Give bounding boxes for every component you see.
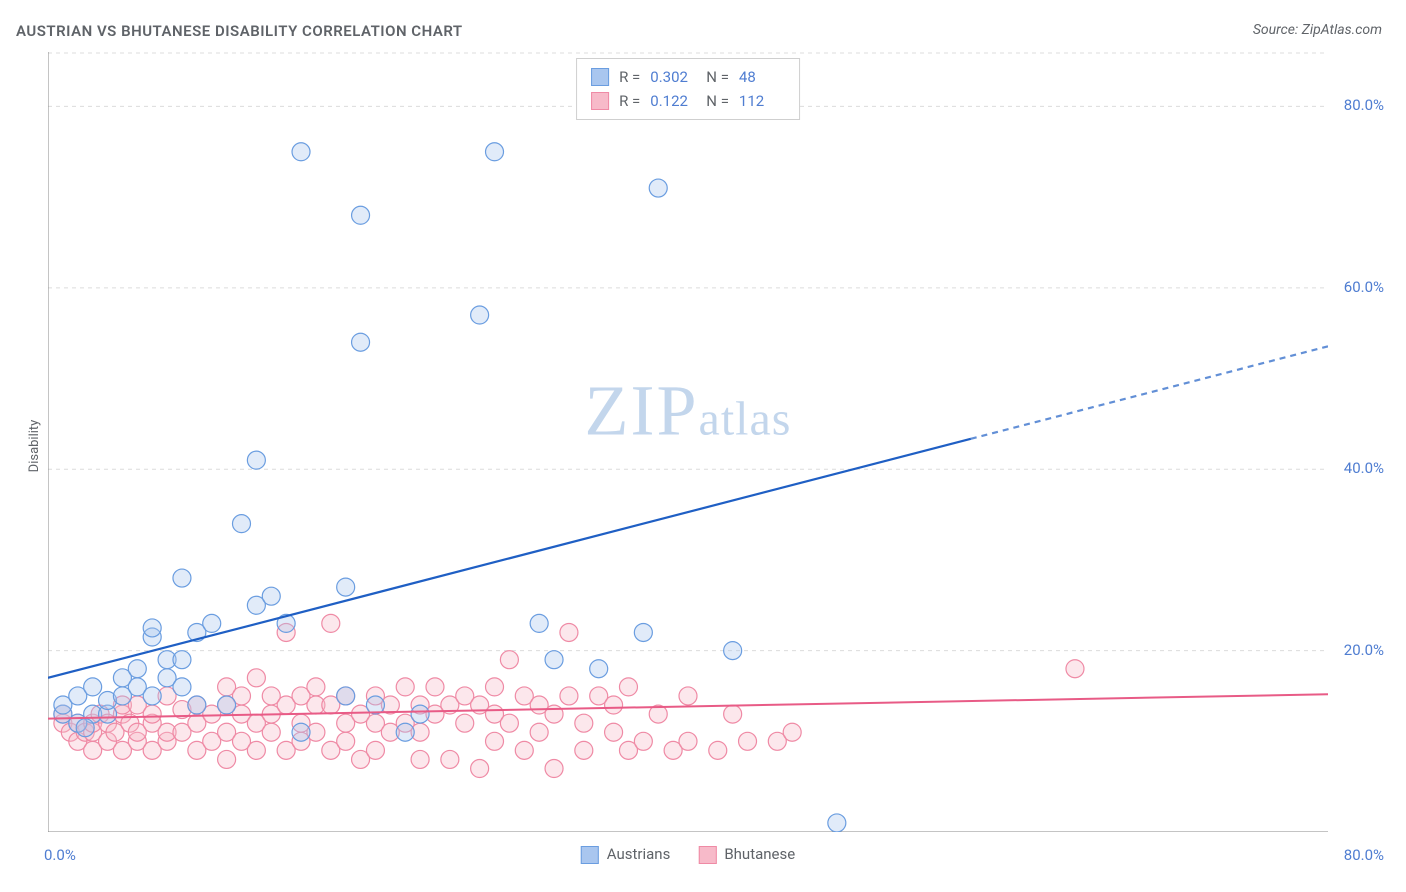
legend-series-swatch-0: [581, 846, 599, 864]
legend-r-value-1: 0.122: [650, 89, 696, 113]
legend-r-label-1: R =: [619, 89, 640, 113]
source-label: Source: ZipAtlas.com: [1253, 22, 1382, 38]
y-tick-label: 80.0%: [1332, 96, 1384, 114]
legend-series-label-1: Bhutanese: [724, 845, 795, 863]
x-tick-label-right: 80.0%: [1332, 846, 1384, 864]
y-tick-label: 40.0%: [1332, 459, 1384, 477]
legend-series-item-0: Austrians: [581, 845, 671, 864]
legend-r-value-0: 0.302: [650, 65, 696, 89]
chart-title: AUSTRIAN VS BHUTANESE DISABILITY CORRELA…: [16, 22, 463, 40]
scatter-plot: ZIPatlas R = 0.302 N = 48 R = 0.122 N = …: [48, 52, 1328, 832]
legend-stats: R = 0.302 N = 48 R = 0.122 N = 112: [576, 58, 800, 120]
legend-swatch-0: [591, 68, 609, 86]
y-axis-label: Disability: [27, 420, 42, 473]
legend-series-item-1: Bhutanese: [698, 845, 795, 864]
legend-n-label-1: N =: [706, 89, 729, 113]
legend-n-label-0: N =: [706, 65, 729, 89]
legend-swatch-1: [591, 92, 609, 110]
plot-svg: [48, 52, 1328, 832]
legend-r-label-0: R =: [619, 65, 640, 89]
legend-stats-row-0: R = 0.302 N = 48: [591, 65, 785, 89]
legend-n-value-1: 112: [739, 89, 785, 113]
legend-series: Austrians Bhutanese: [581, 845, 795, 864]
y-tick-label: 60.0%: [1332, 278, 1384, 296]
x-tick-label-left: 0.0%: [44, 846, 76, 864]
legend-series-label-0: Austrians: [607, 845, 671, 863]
legend-n-value-0: 48: [739, 65, 785, 89]
y-tick-label: 20.0%: [1332, 641, 1384, 659]
legend-series-swatch-1: [698, 846, 716, 864]
legend-stats-row-1: R = 0.122 N = 112: [591, 89, 785, 113]
